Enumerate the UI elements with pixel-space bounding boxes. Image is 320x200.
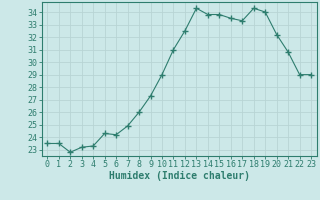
X-axis label: Humidex (Indice chaleur): Humidex (Indice chaleur) xyxy=(109,171,250,181)
